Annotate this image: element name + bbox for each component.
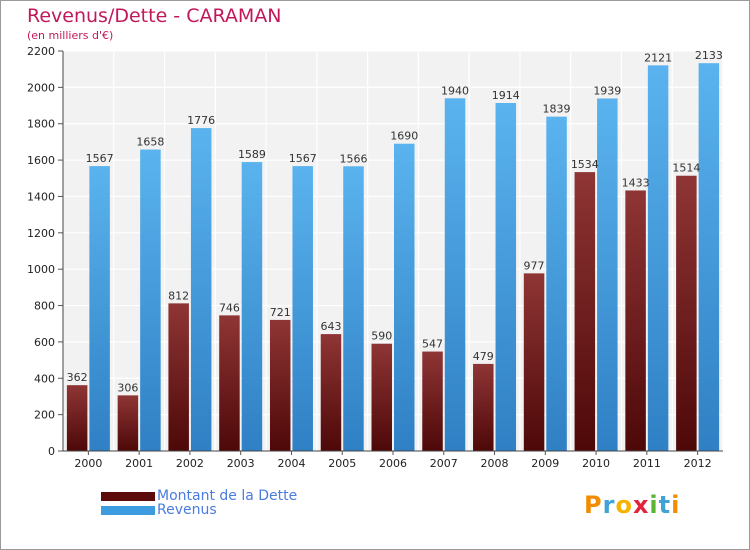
y-tick-label: 2000 [27, 81, 55, 94]
bar-dette [269, 319, 291, 451]
y-tick-label: 1000 [27, 263, 55, 276]
value-label-revenus: 1589 [238, 148, 266, 161]
value-label-dette: 1433 [622, 176, 650, 189]
bar-dette [676, 175, 697, 451]
plot-background [63, 51, 723, 451]
bar-dette [523, 273, 545, 451]
x-tick-label: 2004 [277, 457, 305, 470]
bar-revenus [343, 166, 364, 452]
value-label-revenus: 1839 [543, 103, 571, 116]
bar-dette [422, 351, 443, 451]
legend-item-dette: Montant de la Dette [101, 488, 297, 504]
bar-revenus [140, 149, 161, 451]
value-label-dette: 746 [219, 301, 240, 314]
bar-revenus [647, 65, 669, 451]
x-tick-label: 2012 [684, 457, 712, 470]
bar-dette [117, 395, 139, 451]
bar-revenus [495, 103, 517, 451]
bar-revenus [89, 166, 110, 451]
x-tick-label: 2001 [125, 457, 153, 470]
value-label-revenus: 1940 [441, 84, 469, 97]
logo-letter: i [671, 491, 681, 519]
x-tick-label: 2011 [633, 457, 661, 470]
value-label-dette: 977 [524, 259, 545, 272]
bar-revenus [394, 143, 415, 451]
bar-dette [320, 334, 342, 451]
logo-letter: o [615, 491, 633, 519]
x-tick-label: 2009 [531, 457, 559, 470]
x-tick-label: 2005 [328, 457, 356, 470]
x-tick-label: 2008 [481, 457, 509, 470]
value-label-revenus: 1939 [593, 84, 621, 97]
bar-dette [574, 172, 596, 451]
value-label-dette: 721 [270, 306, 291, 319]
value-label-dette: 590 [371, 330, 392, 343]
x-tick-label: 2006 [379, 457, 407, 470]
y-tick-label: 1600 [27, 154, 55, 167]
y-tick-label: 1400 [27, 190, 55, 203]
y-tick-label: 1800 [27, 118, 55, 131]
x-tick-label: 2000 [74, 457, 102, 470]
bar-revenus [698, 63, 720, 451]
bar-revenus [546, 116, 567, 452]
legend-label-revenus: Revenus [157, 502, 217, 518]
value-label-revenus: 1658 [136, 136, 164, 149]
value-label-dette: 812 [168, 289, 189, 302]
bar-revenus [241, 162, 263, 451]
logo-letter: t [658, 491, 672, 519]
bar-dette [168, 303, 189, 451]
bar-dette [219, 315, 240, 451]
x-tick-label: 2002 [176, 457, 204, 470]
logo-letter: r [602, 491, 616, 519]
proxiti-logo: Proxiti [584, 491, 680, 519]
value-label-dette: 306 [117, 381, 138, 394]
y-tick-label: 1200 [27, 227, 55, 240]
x-tick-label: 2003 [227, 457, 255, 470]
chart-title: Revenus/Dette - CARAMAN [27, 5, 282, 27]
bar-dette [473, 363, 494, 451]
x-tick-label: 2010 [582, 457, 610, 470]
y-tick-label: 2200 [27, 45, 55, 58]
y-tick-label: 0 [48, 445, 55, 458]
chart-subtitle: (en milliers d'€) [27, 29, 114, 42]
value-label-dette: 1534 [571, 158, 599, 171]
bar-dette [625, 190, 646, 452]
bar-dette [66, 385, 88, 451]
legend-swatch-revenus [101, 505, 155, 515]
y-tick-label: 200 [34, 409, 55, 422]
value-label-dette: 547 [422, 338, 443, 351]
logo-letter: P [584, 491, 603, 519]
value-label-revenus: 1567 [289, 152, 317, 165]
x-tick-label: 2007 [430, 457, 458, 470]
value-label-revenus: 2121 [644, 51, 672, 64]
bar-revenus [444, 98, 466, 451]
bar-dette [371, 343, 392, 451]
value-label-revenus: 1914 [492, 89, 520, 102]
legend-swatch-dette [101, 491, 155, 501]
value-label-dette: 479 [473, 350, 494, 363]
value-label-revenus: 1567 [86, 152, 114, 165]
y-tick-label: 400 [34, 372, 55, 385]
y-tick-label: 600 [34, 336, 55, 349]
value-label-dette: 643 [320, 320, 341, 333]
value-label-revenus: 1690 [390, 130, 418, 143]
value-label-dette: 362 [67, 371, 88, 384]
legend-label-dette: Montant de la Dette [157, 488, 298, 504]
value-label-revenus: 2133 [695, 49, 723, 62]
legend-item-revenus: Revenus [101, 502, 217, 518]
logo-letter: i [649, 491, 659, 519]
value-label-dette: 1514 [672, 162, 700, 175]
bar-revenus [597, 98, 618, 452]
bar-revenus [292, 166, 313, 451]
bar-revenus [190, 128, 212, 451]
logo-letter: x [632, 491, 650, 519]
value-label-revenus: 1566 [339, 152, 367, 165]
value-label-revenus: 1776 [187, 114, 215, 127]
y-tick-label: 800 [34, 300, 55, 313]
